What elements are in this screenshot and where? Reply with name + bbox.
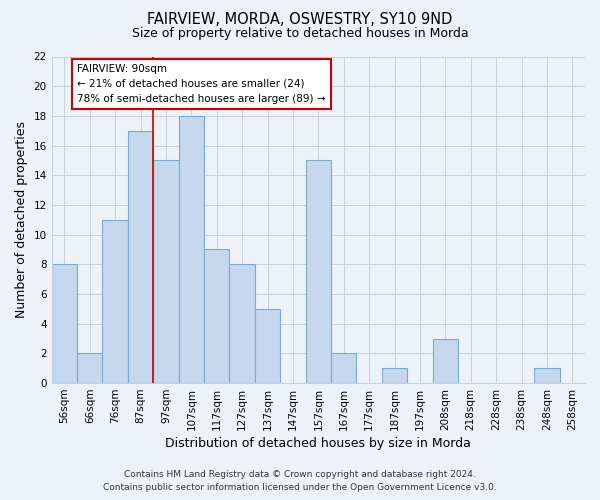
- Bar: [52, 264, 77, 383]
- Bar: [255, 309, 280, 383]
- Text: Size of property relative to detached houses in Morda: Size of property relative to detached ho…: [131, 28, 469, 40]
- Bar: [179, 116, 204, 383]
- Bar: [103, 220, 128, 383]
- Bar: [77, 354, 103, 383]
- Text: Contains HM Land Registry data © Crown copyright and database right 2024.
Contai: Contains HM Land Registry data © Crown c…: [103, 470, 497, 492]
- Bar: [229, 264, 255, 383]
- Bar: [331, 354, 356, 383]
- Bar: [153, 160, 179, 383]
- Bar: [204, 250, 229, 383]
- X-axis label: Distribution of detached houses by size in Morda: Distribution of detached houses by size …: [166, 437, 471, 450]
- Text: FAIRVIEW: 90sqm
← 21% of detached houses are smaller (24)
78% of semi-detached h: FAIRVIEW: 90sqm ← 21% of detached houses…: [77, 64, 326, 104]
- Bar: [433, 338, 458, 383]
- Y-axis label: Number of detached properties: Number of detached properties: [15, 122, 28, 318]
- Bar: [305, 160, 331, 383]
- Bar: [534, 368, 560, 383]
- Bar: [382, 368, 407, 383]
- Text: FAIRVIEW, MORDA, OSWESTRY, SY10 9ND: FAIRVIEW, MORDA, OSWESTRY, SY10 9ND: [148, 12, 452, 28]
- Bar: [128, 130, 153, 383]
